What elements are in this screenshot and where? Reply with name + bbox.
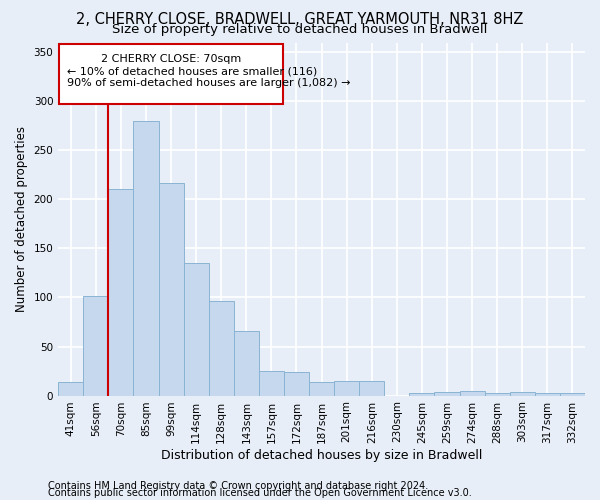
Text: 90% of semi-detached houses are larger (1,082) →: 90% of semi-detached houses are larger (… [67, 78, 350, 88]
Bar [535, 392, 560, 396]
Bar [259, 371, 284, 396]
Bar [58, 382, 83, 396]
Bar [284, 372, 309, 396]
Text: ← 10% of detached houses are smaller (116): ← 10% of detached houses are smaller (11… [67, 66, 317, 76]
Bar [133, 121, 158, 396]
Bar [485, 392, 510, 396]
Bar [109, 188, 133, 396]
Text: Contains HM Land Registry data © Crown copyright and database right 2024.: Contains HM Land Registry data © Crown c… [48, 481, 428, 491]
Text: Size of property relative to detached houses in Bradwell: Size of property relative to detached ho… [112, 22, 488, 36]
X-axis label: Distribution of detached houses by size in Bradwell: Distribution of detached houses by size … [161, 450, 482, 462]
Text: 2, CHERRY CLOSE, BRADWELL, GREAT YARMOUTH, NR31 8HZ: 2, CHERRY CLOSE, BRADWELL, GREAT YARMOUT… [76, 12, 524, 28]
Bar [209, 302, 234, 396]
Bar [359, 381, 385, 396]
Bar [158, 182, 184, 396]
Text: Contains public sector information licensed under the Open Government Licence v3: Contains public sector information licen… [48, 488, 472, 498]
Bar [83, 296, 109, 396]
FancyBboxPatch shape [59, 44, 283, 104]
Bar [309, 382, 334, 396]
Y-axis label: Number of detached properties: Number of detached properties [15, 126, 28, 312]
Text: 2 CHERRY CLOSE: 70sqm: 2 CHERRY CLOSE: 70sqm [101, 54, 241, 64]
Bar [560, 392, 585, 396]
Bar [434, 392, 460, 396]
Bar [409, 392, 434, 396]
Bar [184, 263, 209, 396]
Bar [460, 390, 485, 396]
Bar [334, 381, 359, 396]
Bar [510, 392, 535, 396]
Bar [234, 331, 259, 396]
